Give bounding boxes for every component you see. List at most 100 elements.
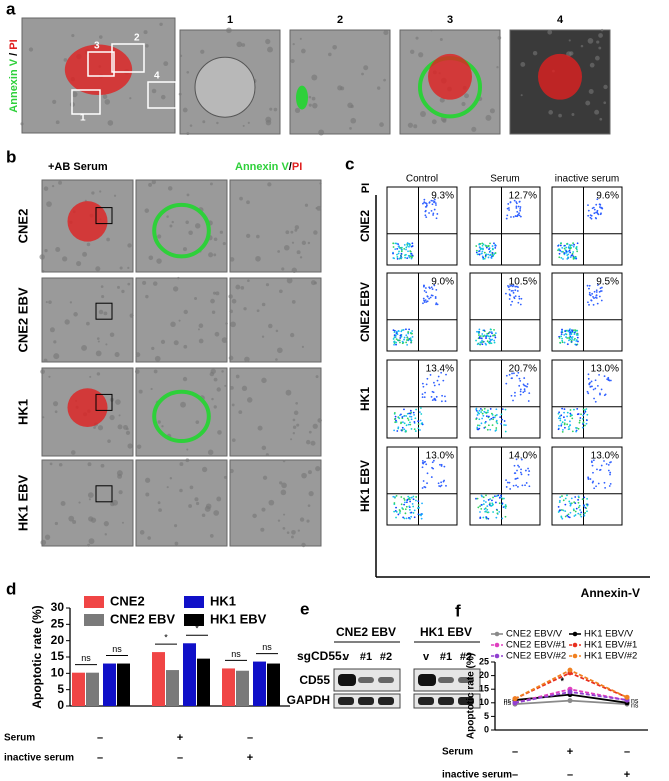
event-dot bbox=[607, 463, 610, 466]
event-dot bbox=[503, 497, 505, 500]
texture bbox=[186, 71, 190, 74]
event-dot bbox=[601, 207, 604, 210]
event-dot bbox=[420, 422, 423, 425]
event-dot bbox=[571, 338, 574, 340]
event-dot bbox=[604, 486, 607, 489]
event-dot bbox=[487, 341, 490, 344]
texture bbox=[600, 28, 604, 32]
bar bbox=[183, 643, 196, 706]
texture bbox=[90, 517, 97, 523]
texture bbox=[226, 27, 232, 34]
texture bbox=[54, 410, 58, 414]
texture bbox=[255, 255, 261, 262]
pi-signal bbox=[538, 53, 582, 100]
event-dot bbox=[476, 253, 479, 256]
texture bbox=[99, 190, 102, 193]
event-dot bbox=[408, 256, 411, 259]
event-dot bbox=[596, 384, 599, 387]
event-dot bbox=[501, 497, 504, 500]
point bbox=[567, 698, 573, 704]
event-dot bbox=[405, 328, 407, 331]
event-dot bbox=[564, 515, 567, 518]
y-tick-label: 30 bbox=[51, 600, 65, 614]
event-dot bbox=[509, 285, 511, 287]
event-dot bbox=[589, 385, 592, 388]
event-dot bbox=[565, 250, 568, 253]
event-dot bbox=[524, 385, 527, 387]
texture bbox=[262, 475, 268, 480]
texture bbox=[198, 338, 204, 344]
event-dot bbox=[562, 499, 565, 502]
texture bbox=[275, 358, 278, 361]
event-dot bbox=[504, 408, 507, 411]
legend-marker bbox=[494, 631, 500, 637]
event-dot bbox=[571, 336, 574, 338]
event-dot bbox=[408, 508, 411, 511]
texture bbox=[81, 344, 88, 351]
event-dot bbox=[503, 424, 505, 426]
event-dot bbox=[512, 484, 515, 487]
texture bbox=[603, 84, 608, 90]
row-label: CNE2 bbox=[15, 209, 30, 244]
event-dot bbox=[477, 424, 479, 427]
event-dot bbox=[476, 414, 479, 416]
zoom-box bbox=[95, 207, 113, 225]
texture bbox=[246, 233, 251, 239]
texture bbox=[306, 519, 310, 523]
texture bbox=[295, 401, 299, 405]
event-dot bbox=[573, 501, 576, 504]
event-dot bbox=[419, 429, 421, 431]
event-dot bbox=[396, 258, 399, 260]
event-dot bbox=[395, 332, 398, 335]
event-dot bbox=[576, 250, 579, 253]
texture bbox=[313, 230, 318, 235]
texture bbox=[598, 33, 603, 38]
texture bbox=[117, 424, 123, 430]
event-dot bbox=[403, 497, 405, 500]
event-dot bbox=[485, 516, 488, 519]
event-dot bbox=[479, 246, 481, 249]
event-dot bbox=[489, 408, 492, 410]
event-dot bbox=[483, 508, 486, 511]
event-dot bbox=[475, 497, 477, 500]
micrograph bbox=[135, 277, 228, 363]
event-dot bbox=[415, 499, 417, 502]
texture bbox=[221, 337, 228, 343]
texture bbox=[174, 524, 178, 528]
event-dot bbox=[561, 509, 563, 511]
event-dot bbox=[426, 295, 429, 298]
event-dot bbox=[557, 428, 560, 431]
zoom-box bbox=[95, 485, 113, 503]
texture bbox=[292, 418, 296, 422]
event-dot bbox=[478, 328, 481, 331]
event-dot bbox=[560, 256, 563, 259]
bar bbox=[152, 652, 165, 706]
event-dot bbox=[571, 330, 574, 333]
band bbox=[378, 677, 394, 683]
texture bbox=[246, 397, 253, 403]
event-dot bbox=[569, 420, 571, 423]
texture bbox=[596, 40, 600, 44]
event-dot bbox=[432, 467, 435, 470]
event-dot bbox=[585, 422, 588, 425]
event-dot bbox=[491, 499, 493, 502]
texture bbox=[78, 501, 81, 504]
event-dot bbox=[402, 516, 405, 519]
event-dot bbox=[575, 430, 578, 433]
event-dot bbox=[576, 242, 579, 245]
event-dot bbox=[414, 417, 417, 420]
event-dot bbox=[392, 329, 395, 332]
texture bbox=[200, 49, 205, 54]
event-dot bbox=[557, 248, 560, 251]
event-dot bbox=[593, 212, 596, 215]
event-dot bbox=[406, 412, 409, 415]
texture bbox=[310, 440, 316, 446]
event-dot bbox=[561, 328, 563, 331]
bar bbox=[222, 668, 235, 706]
event-dot bbox=[569, 328, 571, 331]
texture bbox=[195, 420, 200, 425]
zoom-box bbox=[95, 302, 113, 320]
event-dot bbox=[584, 410, 587, 413]
event-dot bbox=[421, 502, 423, 505]
event-dot bbox=[582, 414, 585, 417]
